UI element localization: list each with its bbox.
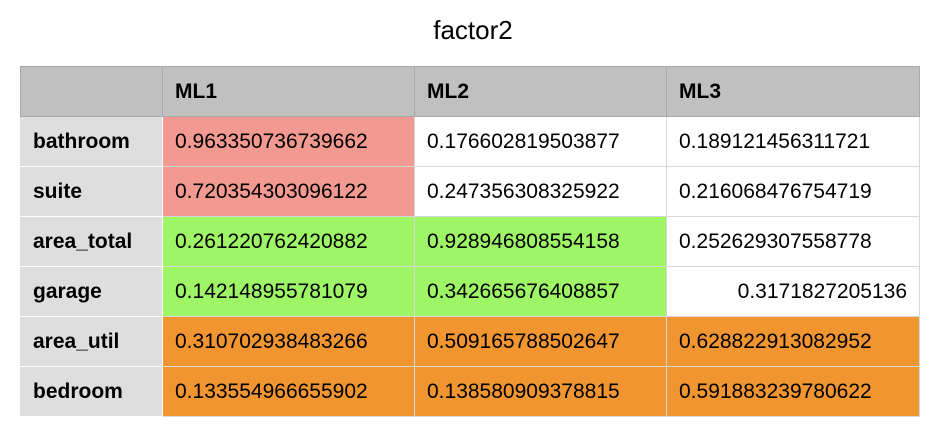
table-cell: 0.133554966655902 (162, 366, 415, 417)
row-label: garage (20, 266, 163, 317)
table-cell: 0.342665676408857 (414, 266, 667, 317)
row-label: bedroom (20, 366, 163, 417)
table-cell: 0.216068476754719 (666, 166, 920, 217)
table-cell: 0.310702938483266 (162, 316, 415, 367)
table-cell: 0.3171827205136 (666, 266, 920, 317)
table-cell: 0.176602819503877 (414, 116, 667, 167)
table-cell: 0.247356308325922 (414, 166, 667, 217)
table-row: bedroom 0.133554966655902 0.138580909378… (20, 366, 920, 417)
header-row: ML1 ML2 ML3 (20, 66, 920, 117)
table-cell: 0.928946808554158 (414, 216, 667, 267)
table-row: area_util 0.310702938483266 0.5091657885… (20, 316, 920, 367)
column-header-ml2: ML2 (414, 66, 667, 117)
column-header-ml1: ML1 (162, 66, 415, 117)
factor-loadings-table: ML1 ML2 ML3 bathroom 0.963350736739662 0… (20, 66, 920, 417)
table-title: factor2 (433, 15, 513, 45)
row-label: suite (20, 166, 163, 217)
table-cell: 0.261220762420882 (162, 216, 415, 267)
table-cell: 0.963350736739662 (162, 116, 415, 167)
table-cell: 0.252629307558778 (666, 216, 920, 267)
table-cell: 0.142148955781079 (162, 266, 415, 317)
table-row: suite 0.720354303096122 0.24735630832592… (20, 166, 920, 217)
table-row: bathroom 0.963350736739662 0.17660281950… (20, 116, 920, 167)
table-cell: 0.189121456311721 (666, 116, 920, 167)
row-label: area_util (20, 316, 163, 367)
row-label: area_total (20, 216, 163, 267)
table-cell: 0.720354303096122 (162, 166, 415, 217)
table-row: area_total 0.261220762420882 0.928946808… (20, 216, 920, 267)
row-label: bathroom (20, 116, 163, 167)
table-cell: 0.509165788502647 (414, 316, 667, 367)
table-row: garage 0.142148955781079 0.3426656764088… (20, 266, 920, 317)
table-cell: 0.628822913082952 (666, 316, 920, 367)
table-cell: 0.138580909378815 (414, 366, 667, 417)
table-cell: 0.591883239780622 (666, 366, 920, 417)
column-header-ml3: ML3 (666, 66, 920, 117)
corner-header-cell (20, 66, 163, 117)
